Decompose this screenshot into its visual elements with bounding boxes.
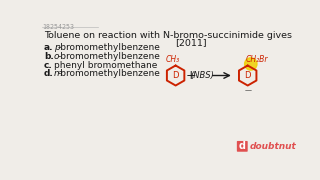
Text: 18254253: 18254253 <box>42 24 74 30</box>
Text: doubtnut: doubtnut <box>249 142 296 151</box>
Text: -bromomethylbenzene: -bromomethylbenzene <box>58 69 161 78</box>
Text: -bromomethylbenzene: -bromomethylbenzene <box>58 52 161 61</box>
Text: —: — <box>244 87 251 93</box>
Text: (NBS): (NBS) <box>191 71 215 80</box>
Text: -bromomethylbenzene: -bromomethylbenzene <box>58 43 161 52</box>
Text: CH₂Br: CH₂Br <box>246 55 269 64</box>
Text: CH₃: CH₃ <box>165 55 180 64</box>
Circle shape <box>244 58 257 70</box>
Text: +: + <box>186 69 196 82</box>
Text: Toluene on reaction with N-bromo-succinimide gives: Toluene on reaction with N-bromo-succini… <box>44 31 292 40</box>
Text: a.: a. <box>44 43 53 52</box>
Text: c.: c. <box>44 61 52 70</box>
Text: D: D <box>172 71 179 80</box>
Text: [2011]: [2011] <box>176 39 207 48</box>
Text: o: o <box>54 52 60 61</box>
Text: D: D <box>244 71 251 80</box>
Text: m: m <box>54 69 63 78</box>
Text: phenyl bromomethane: phenyl bromomethane <box>54 61 157 70</box>
Text: d: d <box>239 141 246 151</box>
Text: p: p <box>54 43 60 52</box>
Text: d.: d. <box>44 69 54 78</box>
Text: b.: b. <box>44 52 54 61</box>
FancyBboxPatch shape <box>237 141 248 152</box>
